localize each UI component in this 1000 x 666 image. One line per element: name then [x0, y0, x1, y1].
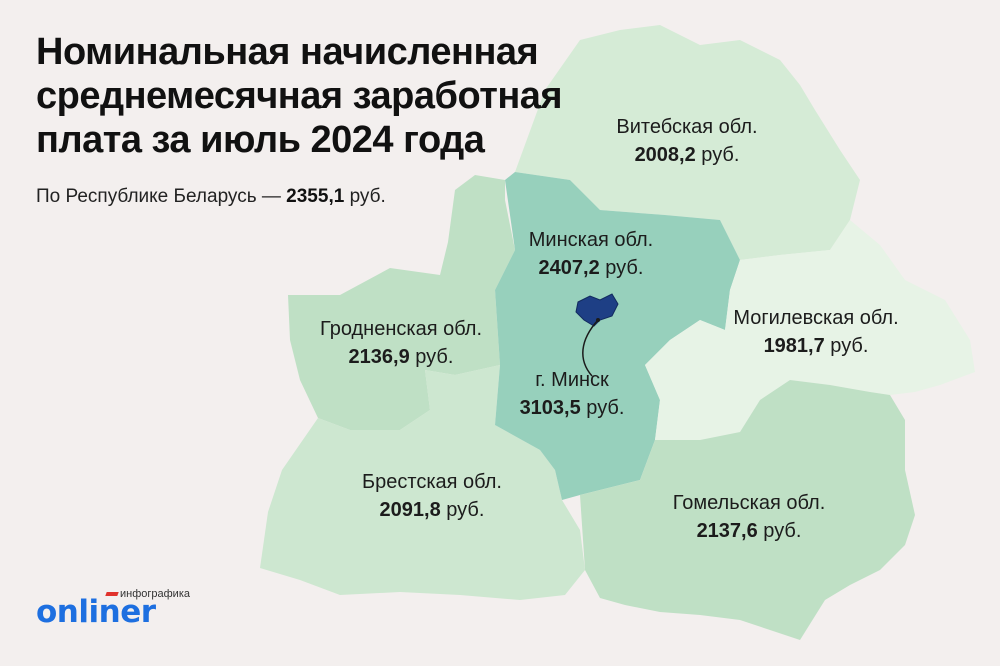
label-brest: Брестская обл. 2091,8 руб.: [362, 468, 502, 524]
region-name: Гомельская обл.: [672, 492, 826, 514]
region-value: 2136,9: [348, 346, 410, 368]
label-vitebsk: Витебская обл. 2008,2 руб.: [616, 113, 757, 169]
subtitle-value: 2355,1: [286, 186, 345, 207]
region-grodno[interactable]: [288, 175, 515, 430]
region-minsk-obl[interactable]: [495, 172, 740, 500]
subtitle-unit: руб.: [344, 186, 386, 207]
label-grodno: Гродненская обл. 2136,9 руб.: [320, 315, 482, 371]
region-mogilev[interactable]: [645, 220, 975, 440]
region-name: Гродненская обл.: [319, 318, 483, 340]
logo-wordmark: onliner: [36, 594, 156, 630]
region-minsk-city[interactable]: [575, 293, 619, 327]
subtitle-prefix: По Республике Беларусь —: [36, 186, 287, 207]
minsk-city-pointer-line: [582, 319, 599, 377]
region-value: 2137,6: [696, 520, 758, 542]
region-unit: руб.: [409, 346, 454, 368]
logo-tagline: инфографика: [120, 588, 191, 600]
region-unit: руб.: [440, 499, 485, 521]
region-unit: руб.: [695, 144, 740, 166]
title-line-1: Номинальная начисленная: [36, 31, 539, 73]
region-gomel[interactable]: [580, 380, 915, 640]
region-unit: руб.: [757, 520, 802, 542]
region-value: 2407,2: [538, 257, 600, 279]
region-value: 3103,5: [519, 397, 581, 419]
page-title: Номинальная начисленная среднемесячная з…: [36, 30, 576, 162]
label-gomel: Гомельская обл. 2137,6 руб.: [673, 489, 826, 545]
label-minsk-city: г. Минск 3103,5 руб.: [520, 366, 625, 422]
region-unit: руб.: [824, 335, 869, 357]
region-name: Могилевская обл.: [733, 307, 899, 329]
region-value: 2008,2: [634, 144, 696, 166]
minsk-city-pointer-dot: [596, 318, 600, 322]
region-unit: руб.: [599, 257, 644, 279]
title-line-2: среднемесячная заработная: [36, 75, 563, 117]
region-unit: руб.: [580, 397, 625, 419]
region-name: Минская обл.: [528, 229, 654, 251]
label-minsk-obl: Минская обл. 2407,2 руб.: [529, 226, 653, 282]
region-name: Брестская обл.: [362, 471, 502, 493]
region-name: г. Минск: [535, 369, 609, 391]
region-name: Витебская обл.: [616, 116, 758, 138]
region-vitebsk[interactable]: [515, 25, 860, 260]
title-line-3: плата за июль 2024 года: [36, 119, 485, 161]
label-mogilev: Могилевская обл. 1981,7 руб.: [733, 304, 898, 360]
subtitle: По Республике Беларусь — 2355,1 руб.: [36, 186, 386, 208]
region-value: 1981,7: [763, 335, 825, 357]
region-brest[interactable]: [260, 365, 585, 600]
region-value: 2091,8: [379, 499, 441, 521]
